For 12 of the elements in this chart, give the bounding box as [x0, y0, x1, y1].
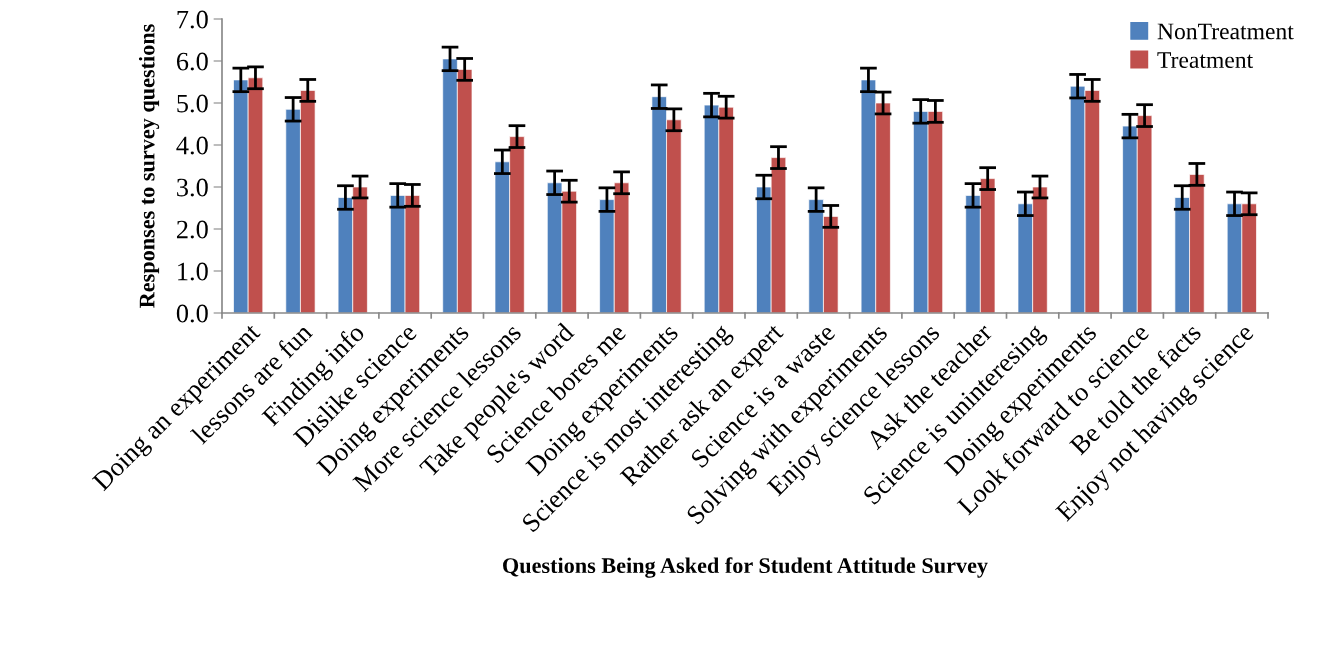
- legend-label: NonTreatment: [1157, 23, 1294, 40]
- y-tick-label: 7.0: [177, 10, 208, 29]
- y-tick-label: 1.0: [178, 262, 208, 281]
- x-axis-title: Questions Being Asked for Student Attitude Survey: [503, 557, 988, 578]
- legend-label: Treatment: [1157, 52, 1254, 69]
- y-tick-label: 5.0: [177, 94, 208, 113]
- y-tick-label: 6.0: [176, 52, 208, 71]
- y-axis-title: Responses to survey questions: [138, 24, 160, 308]
- y-tick-label: 4.0: [176, 136, 208, 155]
- y-tick-label: 0.0: [176, 304, 208, 323]
- y-tick-label: 3.0: [177, 178, 208, 197]
- y-tick-label: 2.0: [176, 220, 208, 239]
